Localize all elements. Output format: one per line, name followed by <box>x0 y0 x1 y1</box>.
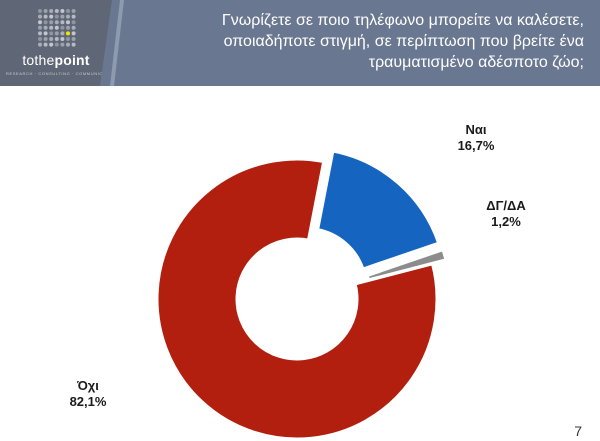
logo-dot <box>66 25 70 30</box>
logo-dot <box>60 42 65 47</box>
question-title: Γνωρίζετε σε ποιο τηλέφωνο μπορείτε να κ… <box>204 10 584 73</box>
logo-dot <box>60 20 65 25</box>
logo-dot <box>38 25 42 30</box>
slice-label-no: Όχι 82,1% <box>60 378 116 410</box>
logo-dot <box>49 9 54 13</box>
logo-dot <box>43 31 48 36</box>
logo-dot <box>43 42 48 47</box>
logo-dot <box>49 37 54 41</box>
logo-dot <box>71 37 76 41</box>
logo-dot <box>43 25 48 30</box>
logo-wordmark: tothepoint <box>0 52 112 68</box>
logo-dot <box>43 20 48 25</box>
logo-dot <box>49 42 54 47</box>
logo-dot <box>66 37 70 41</box>
logo-tagline: RESEARCH · CONSULTING · COMMUNICATION <box>6 71 118 76</box>
logo-dot <box>60 9 65 13</box>
logo-dot <box>49 25 54 30</box>
logo-wordmark-light: tothe <box>22 52 55 68</box>
logo-dot <box>66 20 70 25</box>
logo-dot <box>71 42 76 47</box>
slice-no <box>155 157 439 441</box>
logo-dot <box>38 37 42 41</box>
slice-label-yes: Ναι 16,7% <box>448 122 504 154</box>
logo-dot <box>43 9 48 13</box>
logo-dot <box>54 25 59 30</box>
question-title-line-2: οποιαδήποτε στιγμή, σε περίπτωση που βρε… <box>223 33 584 50</box>
slice-label-dk-name: ΔΓ/ΔΑ <box>486 198 526 213</box>
logo-dot <box>66 9 70 13</box>
logo-dot <box>71 31 76 36</box>
page-number: 7 <box>574 423 582 439</box>
logo-wordmark-bold: point <box>54 52 90 68</box>
logo-dot <box>66 14 70 19</box>
title-banner-shape <box>100 0 600 86</box>
logo-dot <box>54 37 59 41</box>
logo-dot <box>49 31 54 36</box>
logo-dot <box>38 42 42 47</box>
logo-dot <box>71 9 76 13</box>
logo-dot-grid-icon <box>38 9 76 47</box>
donut-chart <box>155 149 448 441</box>
logo-dot <box>38 14 42 19</box>
slice-label-yes-name: Ναι <box>465 122 487 137</box>
logo-dot <box>60 31 65 36</box>
logo-dot <box>60 14 65 19</box>
slice-label-no-name: Όχι <box>77 378 99 393</box>
slice-label-no-value: 82,1% <box>69 394 107 409</box>
logo-dot <box>60 25 65 30</box>
logo-dot <box>66 42 70 47</box>
logo-dot <box>54 20 59 25</box>
slice-label-dk: ΔΓ/ΔΑ 1,2% <box>478 198 534 230</box>
header: tothepoint RESEARCH · CONSULTING · COMMU… <box>0 0 600 86</box>
logo-dot <box>54 31 59 36</box>
logo-dot <box>38 9 42 13</box>
logo-dot <box>71 20 76 25</box>
logo-dot <box>66 31 70 36</box>
question-title-line-1: Γνωρίζετε σε ποιο τηλέφωνο μπορείτε να κ… <box>221 12 584 29</box>
slice-yes <box>315 149 441 271</box>
slice-label-dk-value: 1,2% <box>491 214 521 229</box>
logo-dot <box>71 25 76 30</box>
logo-dot <box>54 14 59 19</box>
logo-dot <box>38 20 42 25</box>
slice-label-yes-value: 16,7% <box>457 138 495 153</box>
title-banner: Γνωρίζετε σε ποιο τηλέφωνο μπορείτε να κ… <box>100 0 600 86</box>
logo-dot <box>71 14 76 19</box>
logo-dot <box>60 37 65 41</box>
logo-dot <box>43 37 48 41</box>
logo-dot <box>54 9 59 13</box>
logo: tothepoint RESEARCH · CONSULTING · COMMU… <box>0 0 118 86</box>
question-title-line-3: τραυματισμένο αδέσποτο ζώο; <box>368 54 584 71</box>
logo-dot <box>54 42 59 47</box>
logo-dot <box>38 31 42 36</box>
logo-dot <box>49 20 54 25</box>
logo-dot <box>43 14 48 19</box>
logo-dot <box>49 14 54 19</box>
